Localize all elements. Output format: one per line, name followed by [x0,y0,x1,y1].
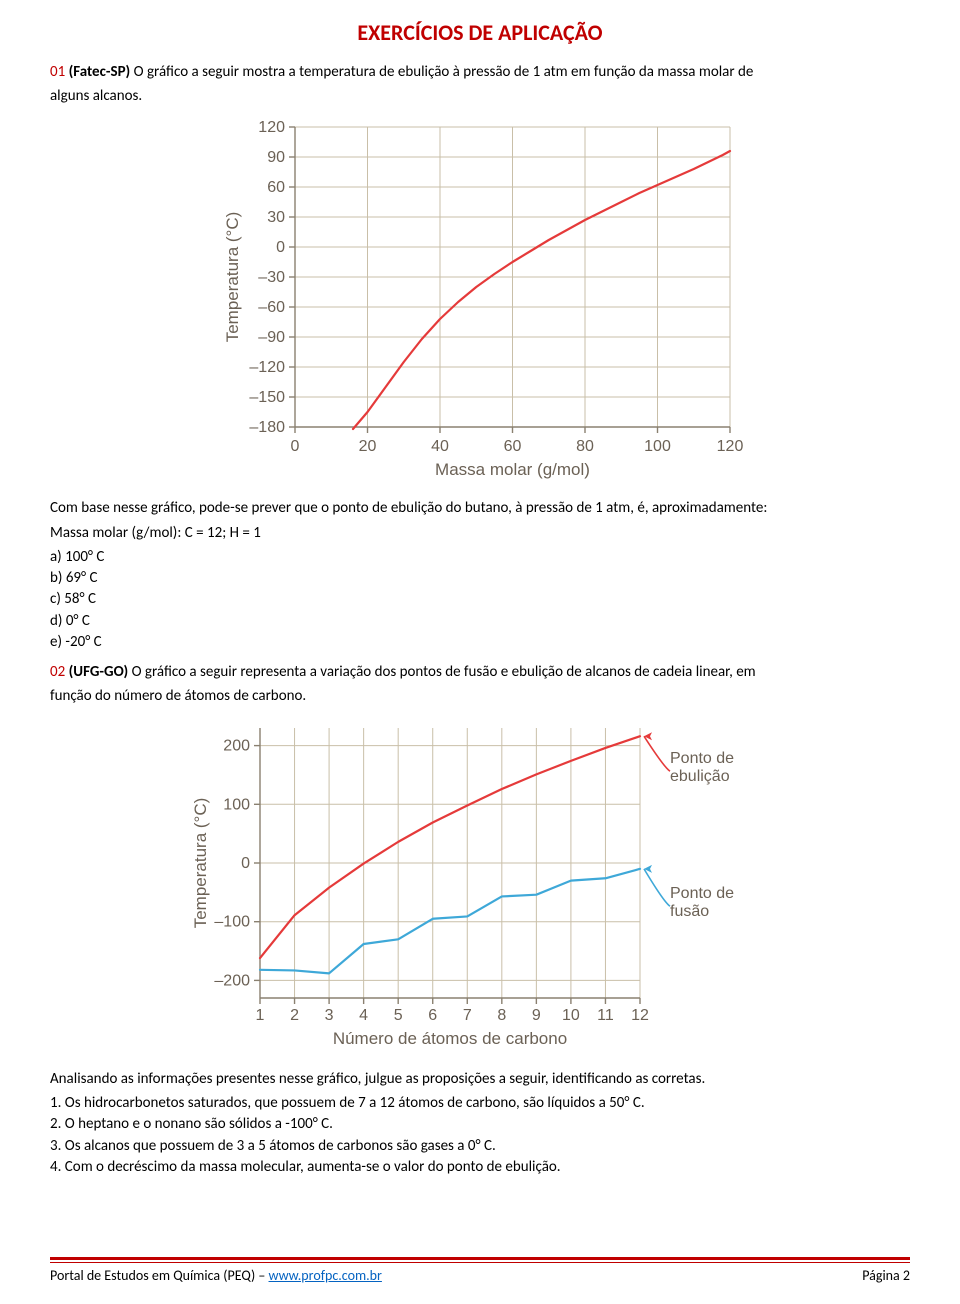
q2-prop-3: 3. Os alcanos que possuem de 3 a 5 átomo… [50,1136,910,1156]
q1-after-line1: Com base nesse gráfico, pode-se prever q… [50,498,910,518]
svg-text:60: 60 [267,179,285,196]
svg-text:–120: –120 [249,359,285,376]
svg-text:7: 7 [463,1007,472,1024]
svg-text:60: 60 [504,438,522,455]
footer-left-text: Portal de Estudos em Química (PEQ) – [50,1267,269,1284]
q1-chart: 0 20 40 60 80 100 120 –180 –150 –120 –90 –60 –30 0 30 6… [50,112,910,488]
q2-number: 02 [50,663,65,681]
svg-text:6: 6 [428,1007,437,1024]
q2-prop-2: 2. O heptano e o nonano são sólidos a -1… [50,1114,910,1134]
footer-link[interactable]: www.profpc.com.br [269,1267,382,1284]
footer-page-number: Página 2 [862,1267,910,1286]
q1-after-line2: Massa molar (g/mol): C = 12; H = 1 [50,523,910,543]
svg-text:–180: –180 [249,419,285,436]
page-title: EXERCÍCIOS DE APLICAÇÃO [50,18,910,48]
svg-text:9: 9 [532,1007,541,1024]
svg-text:80: 80 [576,438,594,455]
svg-text:5: 5 [394,1007,403,1024]
footer-left: Portal de Estudos em Química (PEQ) – www… [50,1267,382,1286]
q2-text-line2: função do número de átomos de carbono. [50,686,910,706]
svg-text:200: 200 [223,737,250,754]
svg-text:100: 100 [223,796,250,813]
svg-text:10: 10 [562,1007,580,1024]
svg-text:Massa molar (g/mol): Massa molar (g/mol) [435,460,590,479]
svg-text:Ponto de: Ponto de [670,885,734,902]
footer-divider [50,1257,910,1263]
svg-text:120: 120 [258,119,285,136]
page-footer: Portal de Estudos em Química (PEQ) – www… [50,1257,910,1286]
svg-text:8: 8 [497,1007,506,1024]
svg-text:11: 11 [597,1007,614,1024]
svg-text:Temperatura (°C): Temperatura (°C) [191,797,210,928]
svg-text:30: 30 [267,209,285,226]
svg-text:120: 120 [717,438,744,455]
svg-text:Número de átomos de carbono: Número de átomos de carbono [333,1029,567,1048]
q1-prompt: 01 (Fatec-SP) O gráfico a seguir mostra … [50,62,910,82]
q2-chart: 123456789101112–200–1000100200Ponto deeb… [50,713,910,1059]
svg-text:ebulição: ebulição [670,768,730,785]
svg-text:1: 1 [256,1007,265,1024]
q2-text-line1: O gráfico a seguir representa a variação… [132,663,756,681]
q1-text-line2: alguns alcanos. [50,86,910,106]
q1-options: a) 100° C b) 69° C c) 58° C d) 0° C e) -… [50,547,910,652]
svg-text:20: 20 [359,438,377,455]
svg-text:0: 0 [241,855,250,872]
svg-text:–60: –60 [258,299,285,316]
svg-text:2: 2 [290,1007,299,1024]
q2-prompt: 02 (UFG-GO) O gráfico a seguir represent… [50,662,910,682]
svg-text:3: 3 [325,1007,334,1024]
svg-text:12: 12 [631,1007,649,1024]
svg-text:–100: –100 [214,913,250,930]
svg-text:Ponto de: Ponto de [670,750,734,767]
svg-text:–150: –150 [249,389,285,406]
svg-text:–30: –30 [258,269,285,286]
q2-after-line1: Analisando as informações presentes ness… [50,1069,910,1089]
q1-number: 01 [50,63,65,81]
svg-text:0: 0 [276,239,285,256]
svg-text:100: 100 [644,438,671,455]
q2-prop-4: 4. Com o decréscimo da massa molecular, … [50,1157,910,1177]
q1-source: (Fatec-SP) [69,63,131,81]
q1-option-e: e) -20° C [50,632,910,652]
q1-option-a: a) 100° C [50,547,910,567]
q1-option-c: c) 58° C [50,589,910,609]
svg-text:90: 90 [267,149,285,166]
q2-source: (UFG-GO) [69,663,129,681]
q1-option-b: b) 69° C [50,568,910,588]
svg-text:Temperatura (°C): Temperatura (°C) [223,212,242,343]
svg-text:fusão: fusão [670,903,709,920]
svg-text:40: 40 [431,438,449,455]
svg-text:–200: –200 [214,972,250,989]
q2-propositions: 1. Os hidrocarbonetos saturados, que pos… [50,1093,910,1177]
svg-text:4: 4 [359,1007,368,1024]
q1-text-line1: O gráfico a seguir mostra a temperatura … [134,63,754,81]
svg-text:0: 0 [291,438,300,455]
svg-text:–90: –90 [258,329,285,346]
q1-option-d: d) 0° C [50,611,910,631]
q2-prop-1: 1. Os hidrocarbonetos saturados, que pos… [50,1093,910,1113]
